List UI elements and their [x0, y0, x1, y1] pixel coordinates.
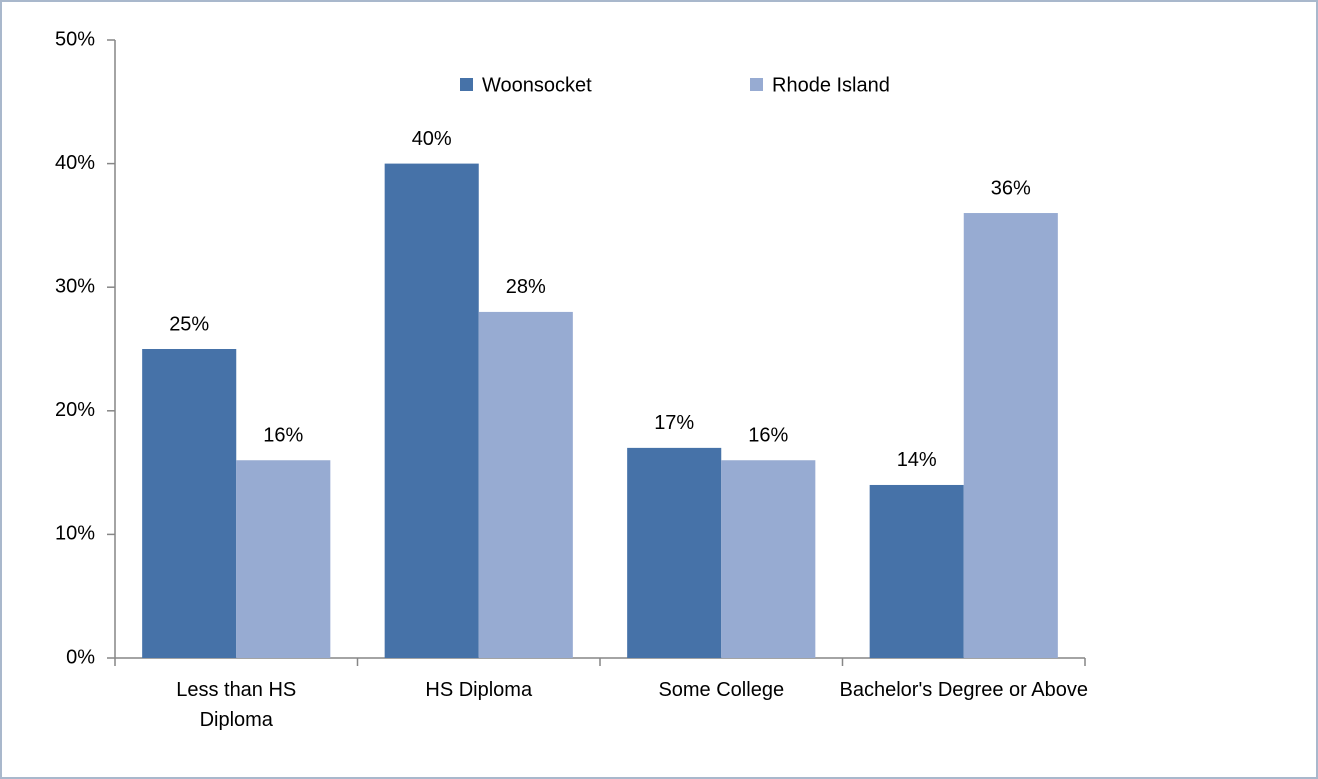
- bar: [142, 349, 237, 658]
- bar: [236, 460, 331, 658]
- y-tick-label: 50%: [55, 28, 95, 50]
- legend-label: Rhode Island: [772, 74, 890, 96]
- legend-swatch: [750, 78, 763, 91]
- data-label: 16%: [263, 425, 303, 447]
- data-label: 40%: [412, 128, 452, 150]
- x-tick-label: Some College: [658, 679, 785, 701]
- x-tick-label: Bachelor's Degree or Above: [839, 679, 1088, 701]
- bar: [627, 447, 722, 658]
- data-label: 16%: [748, 425, 788, 447]
- data-label: 36%: [991, 177, 1031, 199]
- data-label: 28%: [506, 276, 546, 298]
- bar: [869, 484, 964, 658]
- y-tick-label: 40%: [55, 152, 95, 174]
- x-tick-label: HS Diploma: [425, 679, 533, 701]
- legend-swatch: [460, 78, 473, 91]
- data-label: 14%: [897, 449, 937, 471]
- legend-label: Woonsocket: [482, 74, 592, 96]
- bar: [963, 213, 1058, 659]
- bar: [721, 460, 816, 658]
- bar: [478, 311, 573, 658]
- bar: [384, 163, 479, 658]
- y-tick-label: 0%: [66, 646, 95, 668]
- y-tick-label: 30%: [55, 275, 95, 297]
- x-tick-label: Less than HS Diploma: [176, 679, 297, 731]
- y-tick-label: 10%: [55, 523, 95, 545]
- y-tick-label: 20%: [55, 399, 95, 421]
- data-label: 25%: [169, 313, 209, 335]
- data-label: 17%: [654, 412, 694, 434]
